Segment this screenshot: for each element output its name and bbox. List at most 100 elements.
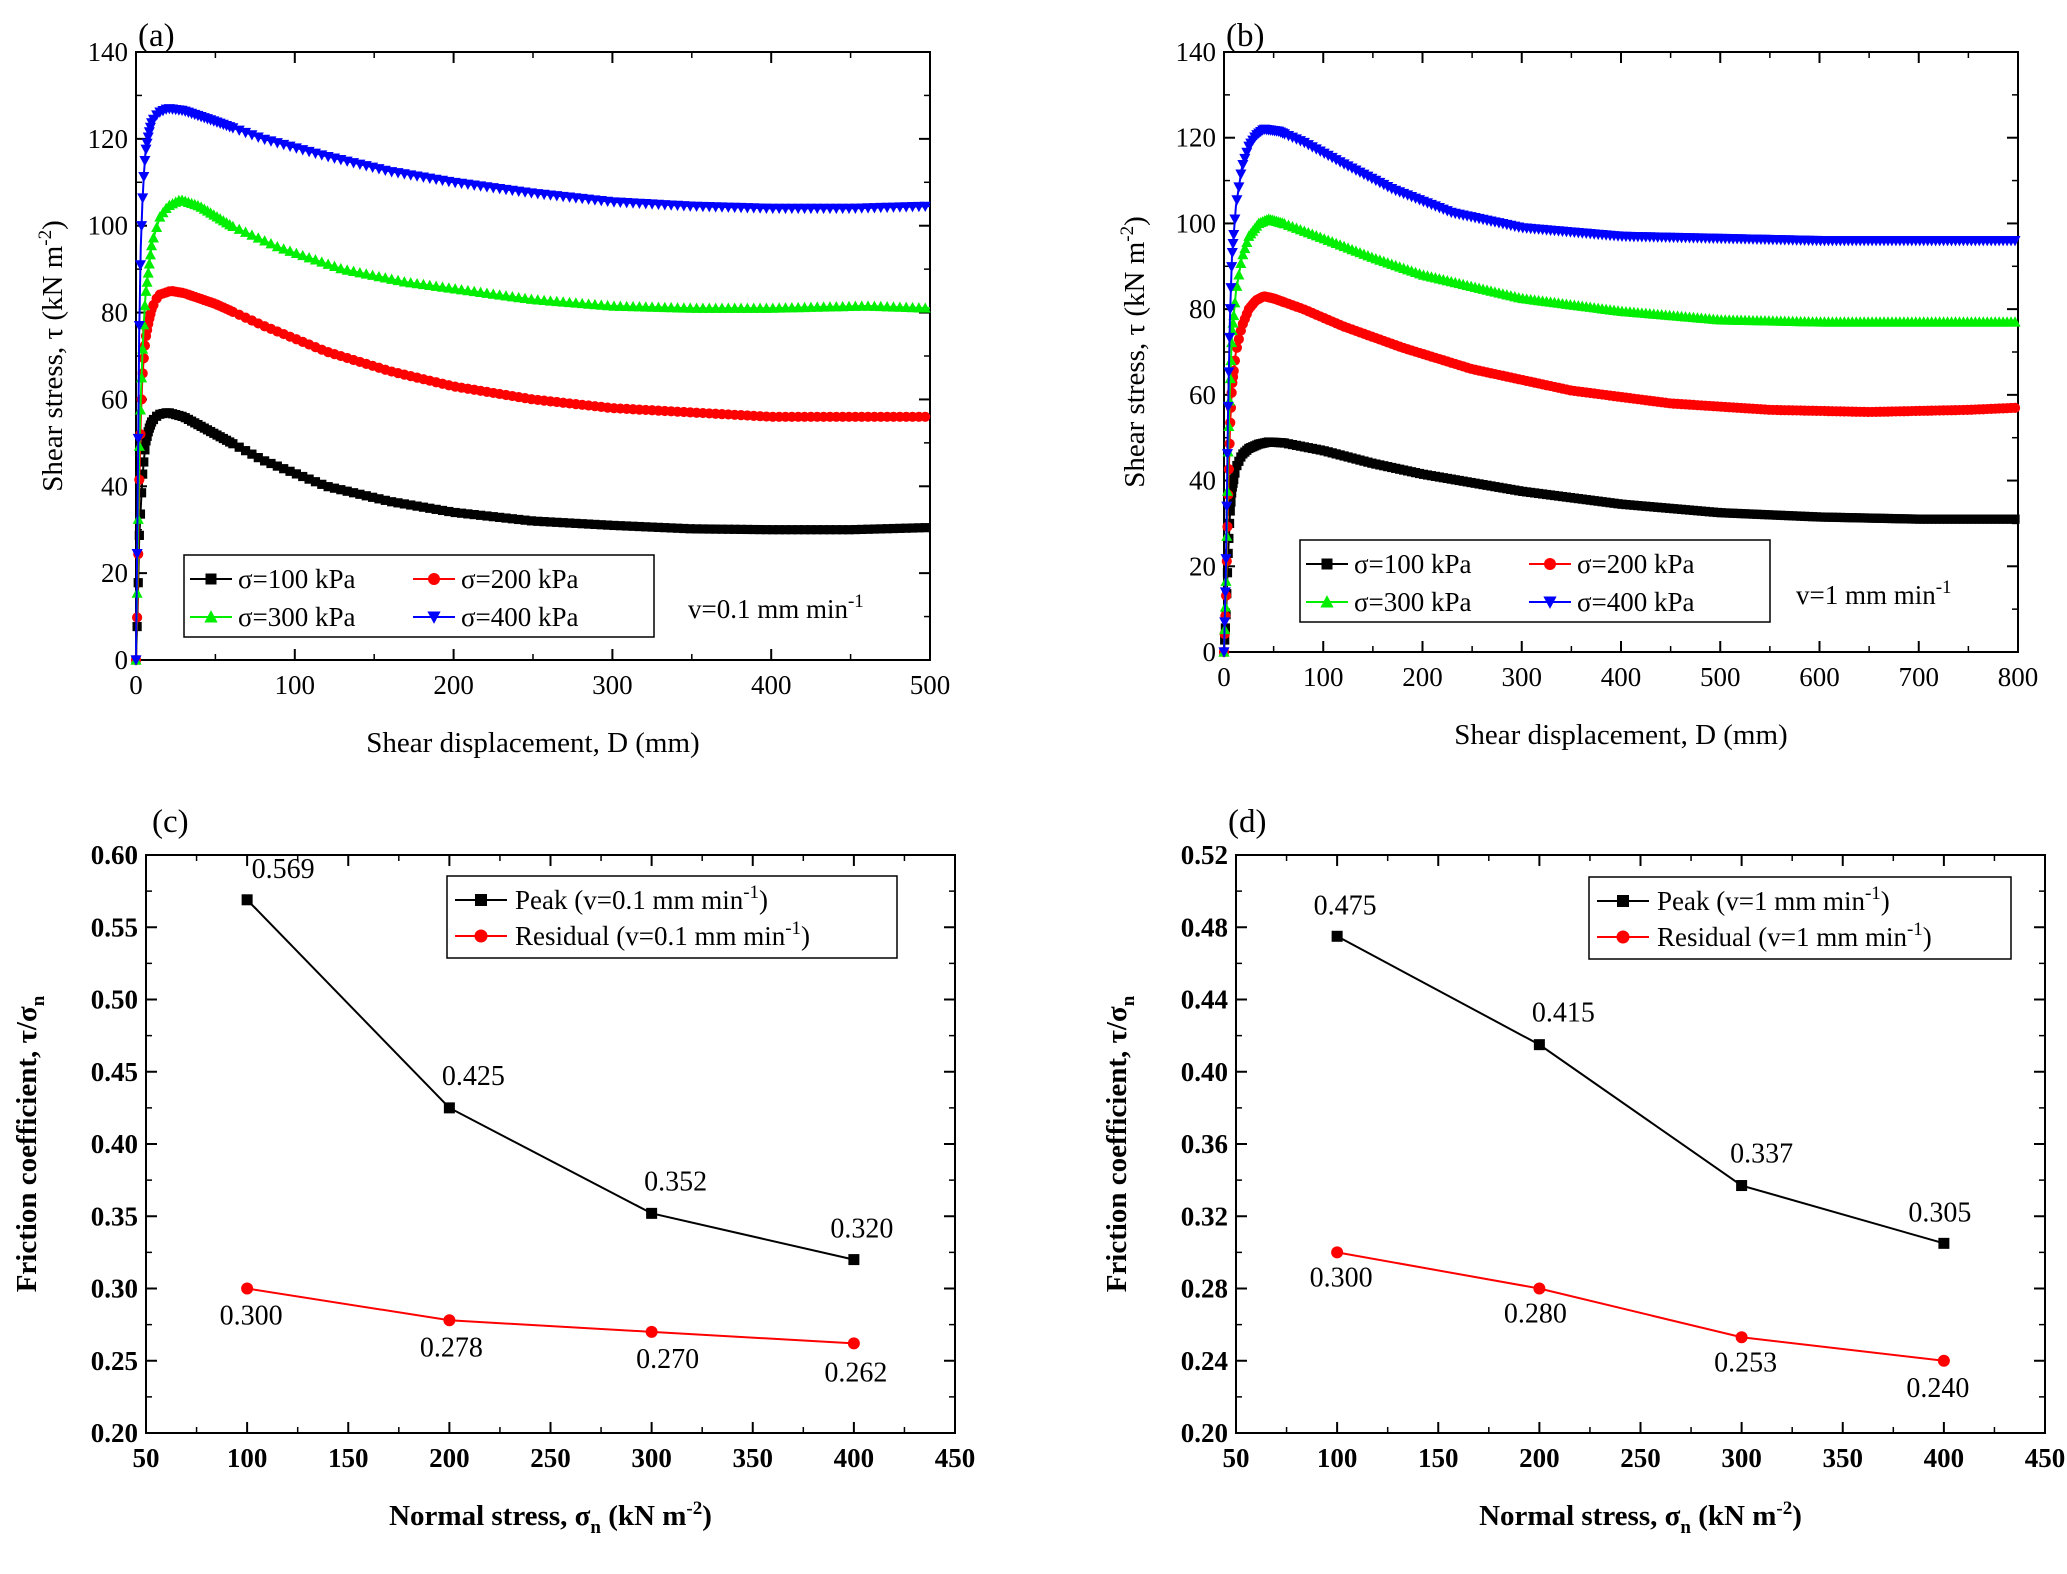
series-marker — [514, 514, 524, 525]
y-tick-label: 40 — [101, 471, 128, 501]
series-marker — [539, 517, 549, 527]
series-marker — [1220, 554, 1232, 565]
legend: Peak (v=0.1 mm min-1)Residual (v=0.1 mm … — [446, 875, 898, 959]
series-marker — [136, 221, 148, 232]
series-marker — [1221, 449, 1233, 460]
series-marker — [406, 500, 416, 510]
series-marker — [577, 519, 587, 529]
y-tick-label: 80 — [101, 298, 128, 328]
x-axis-title-part: ) — [702, 1500, 712, 1532]
data-point — [1735, 1331, 1748, 1344]
y-tick-label: 140 — [1176, 37, 1217, 67]
x-tick-label: 200 — [429, 1443, 470, 1473]
legend-label: Peak (v=1 mm min-1) — [1657, 883, 1890, 916]
legend-label-part: -1 — [743, 882, 759, 903]
x-tick-label: 250 — [530, 1443, 571, 1473]
series-marker — [895, 523, 905, 533]
y-axis-title-part: Friction coefficient, τ/σ — [11, 1006, 43, 1292]
y-tick-label: 0.24 — [1181, 1346, 1228, 1376]
y-tick-label: 0.28 — [1181, 1274, 1228, 1304]
data-point — [1937, 1354, 1950, 1367]
y-tick-label: 0.44 — [1181, 985, 1228, 1015]
series-marker — [463, 509, 473, 519]
series-line — [246, 899, 855, 1261]
series-marker — [2009, 402, 2021, 413]
legend-marker — [1321, 558, 1333, 570]
series-marker — [392, 274, 404, 286]
x-tick-label: 300 — [592, 670, 633, 700]
series-marker — [558, 518, 568, 528]
data-label: 0.253 — [1714, 1347, 1777, 1378]
series-marker — [691, 524, 702, 534]
series-marker — [863, 524, 873, 534]
data-label: 0.300 — [220, 1301, 283, 1332]
series-marker — [666, 523, 676, 533]
series-marker — [501, 513, 511, 523]
y-tick-label: 100 — [88, 211, 129, 241]
series-marker — [1241, 236, 1253, 248]
series-marker — [151, 221, 163, 233]
series-marker — [1226, 262, 1238, 273]
series-marker — [704, 524, 714, 534]
y-tick-label: 0.36 — [1181, 1129, 1228, 1159]
series-marker — [1226, 247, 1238, 259]
y-tick-label: 0.20 — [91, 1418, 138, 1448]
series-marker — [304, 474, 314, 484]
legend-label: σ=100 kPa — [1354, 549, 1472, 579]
rate-annotation: v=0.1 mm min-1 — [688, 591, 864, 624]
series-marker — [495, 512, 505, 522]
series-marker — [1231, 280, 1243, 291]
x-tick-label: 300 — [1721, 1443, 1762, 1473]
chart-panel-a: (a) 0 100 200 300 400 500 0 20 40 60 80 100 120 140 σ=1… — [35, 18, 950, 759]
x-tick-label: 100 — [1303, 662, 1344, 692]
y-tick-label: 0 — [1203, 637, 1217, 667]
series-circle — [1218, 291, 2021, 658]
series-marker — [1219, 617, 1231, 628]
series-line — [246, 1287, 854, 1345]
series-marker — [317, 479, 327, 489]
series-marker — [749, 524, 759, 535]
x-axis-title-part: (kN m — [601, 1500, 686, 1532]
series-marker — [1230, 468, 1240, 478]
data-point — [1736, 1180, 1748, 1192]
series-marker — [143, 258, 155, 269]
series-marker — [2009, 235, 2021, 247]
y-axis-title-part: Shear stress, τ (kN m — [37, 245, 69, 491]
series-marker — [507, 514, 517, 524]
series-marker — [1224, 332, 1236, 344]
legend: σ=100 kPa σ=200 kPa σ=300 kPa σ=400 kPa — [183, 554, 655, 638]
y-tick-label: 0.60 — [91, 840, 138, 870]
y-tick-label: 0.48 — [1181, 912, 1228, 942]
series-marker — [1239, 242, 1251, 254]
legend: Peak (v=1 mm min-1)Residual (v=1 mm min-… — [1588, 876, 2012, 960]
legend-box — [1588, 876, 2012, 960]
y-tick-label: 0 — [115, 645, 129, 675]
legend-label: σ=200 kPa — [461, 564, 579, 594]
legend-marker — [474, 929, 488, 943]
series-marker — [354, 266, 366, 278]
data-label: 0.475 — [1314, 890, 1377, 921]
series-marker — [1223, 420, 1235, 431]
x-tick-label: 300 — [631, 1443, 672, 1473]
data-label: 0.569 — [252, 854, 315, 885]
series-marker — [603, 520, 613, 530]
series-marker — [1228, 229, 1240, 241]
legend-label-part: ) — [801, 921, 810, 951]
legend-marker — [1544, 558, 1556, 570]
data-point — [848, 1254, 860, 1266]
series-marker — [456, 508, 467, 518]
y-tick-label: 0.50 — [91, 985, 138, 1015]
legend-label: σ=300 kPa — [238, 602, 356, 632]
series-marker — [1237, 160, 1249, 171]
series-marker — [660, 523, 670, 533]
series-marker — [1233, 182, 1245, 193]
series-marker — [335, 262, 347, 274]
series-marker — [1223, 367, 1235, 378]
data-point — [646, 1207, 658, 1219]
data-point — [443, 1314, 456, 1327]
y-tick-label: 120 — [88, 124, 129, 154]
legend-label-part: Peak (v=0.1 mm min — [515, 885, 744, 915]
series-marker — [1224, 304, 1236, 315]
series-marker — [583, 519, 594, 529]
x-tick-label: 300 — [1502, 662, 1543, 692]
